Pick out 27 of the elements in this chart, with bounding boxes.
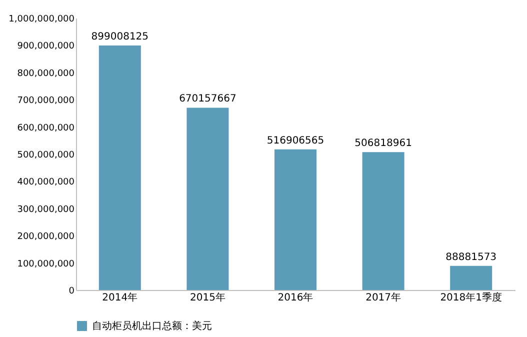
x-tick-label: 2016年 xyxy=(278,292,314,304)
bar xyxy=(98,45,141,290)
x-tick-label: 2014年 xyxy=(102,292,138,304)
y-tick-label: 200,000,000 xyxy=(17,232,75,242)
y-tick-label: 0 xyxy=(68,286,75,296)
y-tick-label: 700,000,000 xyxy=(17,96,75,106)
x-tick-label: 2017年 xyxy=(366,292,402,304)
bar xyxy=(186,108,229,290)
data-label: 506818961 xyxy=(354,138,412,150)
data-label: 899008125 xyxy=(91,31,149,42)
y-tick-label: 1,000,000,000 xyxy=(8,14,75,24)
data-label: 88881573 xyxy=(446,252,497,263)
bar xyxy=(274,149,316,290)
y-tick-label: 100,000,000 xyxy=(17,259,75,270)
legend-label: 自动柜员机出口总额：美元 xyxy=(92,320,212,332)
y-tick-label: 900,000,000 xyxy=(17,42,75,52)
y-tick-label: 500,000,000 xyxy=(17,150,75,160)
y-tick-label: 600,000,000 xyxy=(17,123,75,134)
bar xyxy=(450,266,492,290)
y-tick-label: 800,000,000 xyxy=(17,68,75,79)
x-tick-label: 2015年 xyxy=(190,292,226,304)
y-tick-label: 400,000,000 xyxy=(17,178,75,188)
data-label: 670157667 xyxy=(179,94,236,105)
data-label: 516906565 xyxy=(266,135,324,146)
bar xyxy=(362,152,404,290)
x-tick-label: 2018年1季度 xyxy=(440,292,502,304)
y-tick-label: 300,000,000 xyxy=(17,204,75,215)
